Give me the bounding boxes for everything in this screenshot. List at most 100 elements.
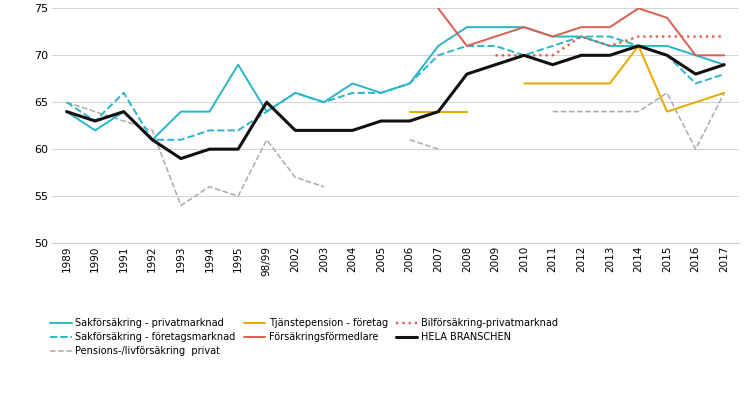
Pensions-/livförsäkring  privat (263, 137, 272, 142)
HELA BRANSCHEN (691, 72, 700, 77)
Bilförsäkring-privatmarknad (720, 34, 729, 39)
HELA BRANSCHEN (519, 53, 528, 58)
Tjänstepension - företag (434, 109, 443, 114)
Sakförsäkring - företagsmarknad (720, 72, 729, 77)
HELA BRANSCHEN (291, 128, 300, 133)
Bilförsäkring-privatmarknad (491, 53, 500, 58)
Tjänstepension - företag (405, 109, 414, 114)
Sakförsäkring - privatmarknad (205, 109, 214, 114)
HELA BRANSCHEN (319, 128, 328, 133)
Försäkringsförmedlare (720, 53, 729, 58)
Sakförsäkring - företagsmarknad (176, 137, 185, 142)
HELA BRANSCHEN (605, 53, 614, 58)
Pensions-/livförsäkring  privat (319, 184, 328, 189)
Line: Bilförsäkring-privatmarknad: Bilförsäkring-privatmarknad (495, 36, 724, 55)
Sakförsäkring - företagsmarknad (463, 44, 471, 49)
Pensions-/livförsäkring  privat (176, 203, 185, 208)
Försäkringsförmedlare (434, 6, 443, 11)
Sakförsäkring - företagsmarknad (348, 91, 357, 96)
Sakförsäkring - privatmarknad (176, 109, 185, 114)
HELA BRANSCHEN (176, 156, 185, 161)
Pensions-/livförsäkring  privat (205, 184, 214, 189)
Bilförsäkring-privatmarknad (577, 34, 586, 39)
Sakförsäkring - företagsmarknad (634, 44, 643, 49)
Tjänstepension - företag (463, 109, 471, 114)
Sakförsäkring - företagsmarknad (519, 53, 528, 58)
Sakförsäkring - privatmarknad (634, 44, 643, 49)
Försäkringsförmedlare (691, 53, 700, 58)
HELA BRANSCHEN (463, 72, 471, 77)
Försäkringsförmedlare (548, 34, 557, 39)
Bilförsäkring-privatmarknad (691, 34, 700, 39)
Sakförsäkring - företagsmarknad (119, 91, 128, 96)
Sakförsäkring - privatmarknad (263, 109, 272, 114)
HELA BRANSCHEN (434, 109, 443, 114)
Försäkringsförmedlare (463, 44, 471, 49)
HELA BRANSCHEN (263, 100, 272, 105)
Sakförsäkring - företagsmarknad (548, 44, 557, 49)
Sakförsäkring - privatmarknad (62, 109, 71, 114)
HELA BRANSCHEN (205, 147, 214, 152)
HELA BRANSCHEN (720, 62, 729, 67)
Sakförsäkring - privatmarknad (233, 62, 242, 67)
Försäkringsförmedlare (491, 34, 500, 39)
Pensions-/livförsäkring  privat (91, 109, 100, 114)
Försäkringsförmedlare (634, 6, 643, 11)
Sakförsäkring - privatmarknad (463, 25, 471, 30)
HELA BRANSCHEN (377, 119, 386, 124)
Line: Pensions-/livförsäkring  privat: Pensions-/livförsäkring privat (66, 102, 324, 205)
HELA BRANSCHEN (634, 44, 643, 49)
Line: Sakförsäkring - företagsmarknad: Sakförsäkring - företagsmarknad (66, 36, 724, 140)
Sakförsäkring - företagsmarknad (605, 34, 614, 39)
Sakförsäkring - privatmarknad (119, 109, 128, 114)
HELA BRANSCHEN (548, 62, 557, 67)
Sakförsäkring - privatmarknad (405, 81, 414, 86)
Sakförsäkring - företagsmarknad (263, 109, 272, 114)
Sakförsäkring - företagsmarknad (377, 91, 386, 96)
HELA BRANSCHEN (405, 119, 414, 124)
Sakförsäkring - privatmarknad (91, 128, 100, 133)
Bilförsäkring-privatmarknad (662, 34, 671, 39)
Line: HELA BRANSCHEN: HELA BRANSCHEN (66, 46, 724, 158)
Pensions-/livförsäkring  privat (291, 175, 300, 180)
Sakförsäkring - privatmarknad (691, 53, 700, 58)
Legend: Sakförsäkring - privatmarknad, Sakförsäkring - företagsmarknad, Pensions-/livför: Sakförsäkring - privatmarknad, Sakförsäk… (50, 318, 558, 356)
Pensions-/livförsäkring  privat (62, 100, 71, 105)
Sakförsäkring - privatmarknad (348, 81, 357, 86)
Försäkringsförmedlare (519, 25, 528, 30)
Sakförsäkring - företagsmarknad (491, 44, 500, 49)
Sakförsäkring - privatmarknad (291, 91, 300, 96)
Sakförsäkring - privatmarknad (319, 100, 328, 105)
Sakförsäkring - företagsmarknad (691, 81, 700, 86)
HELA BRANSCHEN (119, 109, 128, 114)
Pensions-/livförsäkring  privat (233, 194, 242, 199)
Sakförsäkring - privatmarknad (605, 44, 614, 49)
Sakförsäkring - privatmarknad (720, 62, 729, 67)
Sakförsäkring - företagsmarknad (62, 100, 71, 105)
HELA BRANSCHEN (348, 128, 357, 133)
Sakförsäkring - företagsmarknad (233, 128, 242, 133)
HELA BRANSCHEN (662, 53, 671, 58)
HELA BRANSCHEN (91, 119, 100, 124)
Försäkringsförmedlare (662, 15, 671, 20)
HELA BRANSCHEN (577, 53, 586, 58)
Sakförsäkring - privatmarknad (548, 34, 557, 39)
Sakförsäkring - privatmarknad (491, 25, 500, 30)
Sakförsäkring - företagsmarknad (91, 119, 100, 124)
Sakförsäkring - företagsmarknad (319, 100, 328, 105)
HELA BRANSCHEN (148, 137, 157, 142)
Sakförsäkring - företagsmarknad (148, 137, 157, 142)
Sakförsäkring - företagsmarknad (662, 53, 671, 58)
Sakförsäkring - företagsmarknad (291, 91, 300, 96)
Line: Sakförsäkring - privatmarknad: Sakförsäkring - privatmarknad (66, 27, 724, 140)
Sakförsäkring - privatmarknad (377, 91, 386, 96)
Pensions-/livförsäkring  privat (148, 128, 157, 133)
Sakförsäkring - privatmarknad (434, 44, 443, 49)
HELA BRANSCHEN (491, 62, 500, 67)
Bilförsäkring-privatmarknad (605, 44, 614, 49)
HELA BRANSCHEN (233, 147, 242, 152)
Försäkringsförmedlare (577, 25, 586, 30)
HELA BRANSCHEN (62, 109, 71, 114)
Bilförsäkring-privatmarknad (519, 53, 528, 58)
Pensions-/livförsäkring  privat (119, 119, 128, 124)
